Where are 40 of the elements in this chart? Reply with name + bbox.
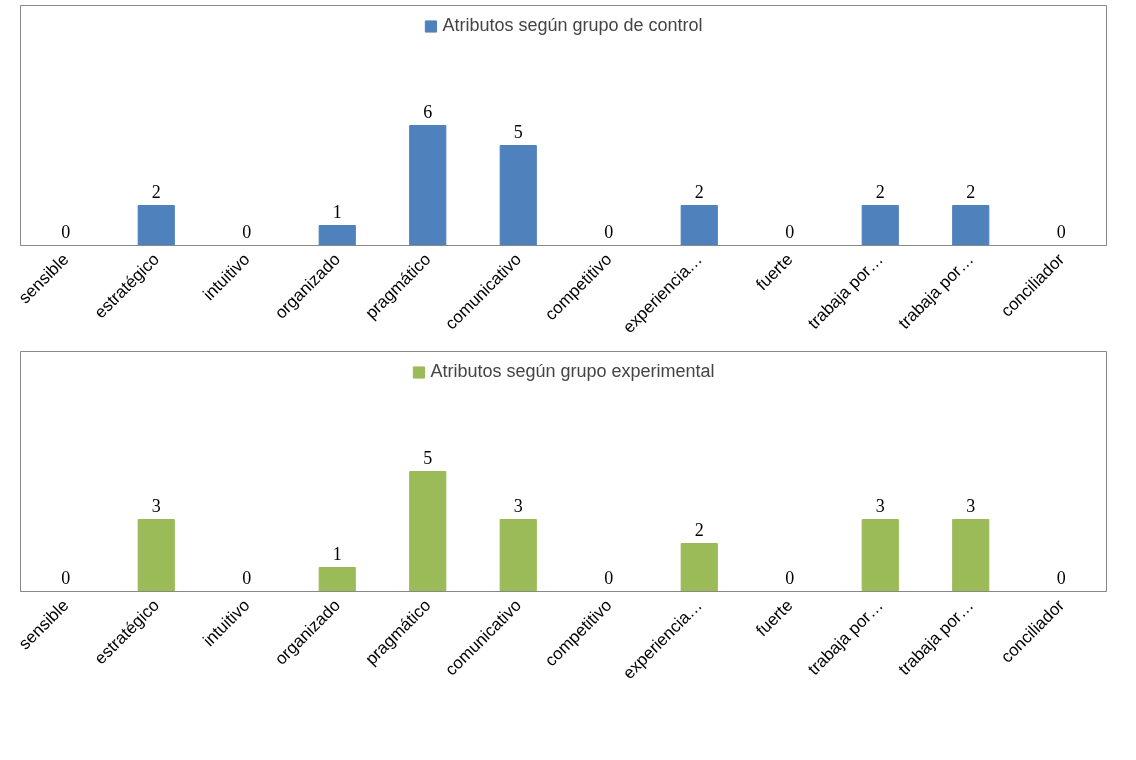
bar <box>409 471 447 592</box>
bar <box>861 519 899 592</box>
bar <box>137 519 175 592</box>
data-label: 3 <box>966 495 976 516</box>
data-label: 2 <box>151 181 161 202</box>
data-label: 3 <box>151 495 161 516</box>
data-label: 2 <box>966 181 976 202</box>
bar <box>952 205 990 246</box>
bar <box>952 519 990 592</box>
bar <box>137 205 175 246</box>
data-label: 2 <box>694 181 704 202</box>
bar <box>680 543 718 592</box>
data-label: 0 <box>61 221 71 242</box>
data-label: 0 <box>785 567 795 588</box>
bar <box>680 205 718 246</box>
data-label: 1 <box>332 201 342 222</box>
data-label: 5 <box>423 447 433 468</box>
data-label: 0 <box>61 567 71 588</box>
data-label: 0 <box>604 221 614 242</box>
data-label: 0 <box>785 221 795 242</box>
data-label: 3 <box>875 495 885 516</box>
bar <box>318 567 356 592</box>
data-label: 0 <box>242 221 252 242</box>
bar <box>861 205 899 246</box>
data-label: 5 <box>513 121 523 142</box>
data-label: 3 <box>513 495 523 516</box>
bar <box>318 225 356 246</box>
legend-label: Atributos según grupo experimental <box>430 361 715 382</box>
data-label: 2 <box>875 181 885 202</box>
bar <box>409 125 447 246</box>
data-label: 0 <box>1056 221 1066 242</box>
data-label: 0 <box>604 567 614 588</box>
data-label: 1 <box>332 543 342 564</box>
data-label: 0 <box>1056 567 1066 588</box>
data-label: 2 <box>694 519 704 540</box>
legend-label: Atributos según grupo de control <box>442 15 703 36</box>
data-label: 6 <box>423 101 433 122</box>
data-label: 0 <box>242 567 252 588</box>
bar <box>499 145 537 246</box>
bar <box>499 519 537 592</box>
